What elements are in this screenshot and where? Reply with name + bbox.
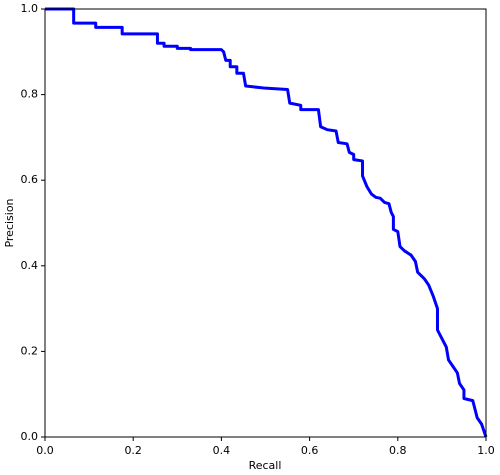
y-tick-label: 1.0 — [21, 2, 39, 15]
y-tick-label: 0.8 — [21, 88, 39, 101]
x-tick-label: 0.8 — [389, 444, 407, 457]
y-tick-label: 0.2 — [21, 344, 39, 357]
y-tick-label: 0.4 — [21, 259, 39, 272]
x-tick-label: 0.2 — [124, 444, 142, 457]
plot-frame — [44, 8, 487, 438]
x-tick-label: 0.6 — [301, 444, 319, 457]
pr-curve — [45, 7, 488, 438]
y-tick-label: 0.0 — [21, 430, 39, 443]
x-axis-label: Recall — [249, 459, 282, 472]
x-tick-label: 0.0 — [36, 444, 54, 457]
x-tick-label: 0.4 — [213, 444, 231, 457]
y-axis-label: Precision — [3, 198, 16, 247]
x-tick-label: 1.0 — [477, 444, 495, 457]
y-tick-label: 0.6 — [21, 173, 39, 186]
